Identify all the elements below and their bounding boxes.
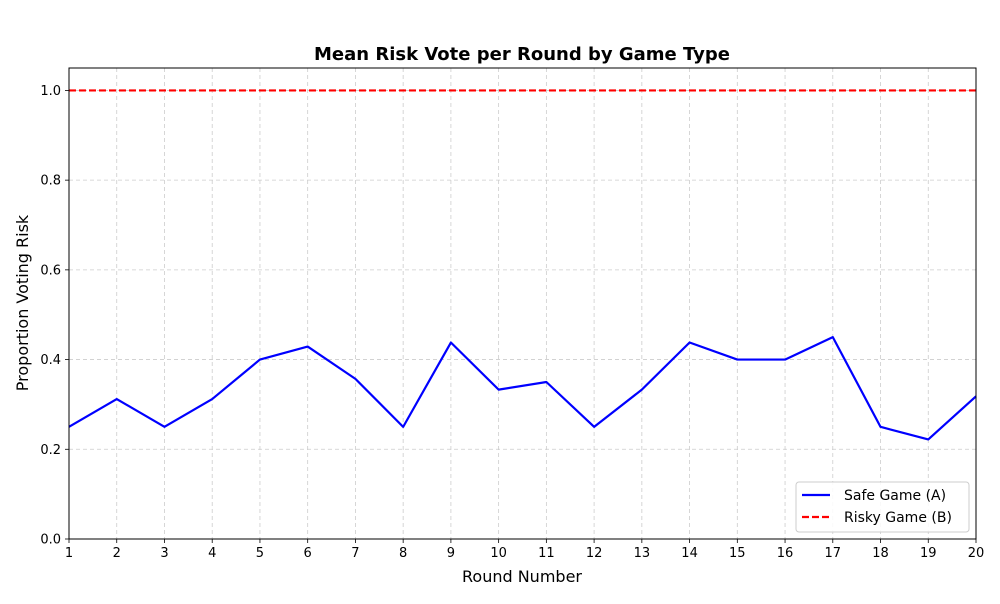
y-tick-label: 0.2 — [40, 443, 61, 458]
y-axis-label: Proportion Voting Risk — [13, 214, 32, 391]
legend-box — [795, 481, 970, 533]
x-tick-label: 4 — [208, 546, 216, 561]
x-tick-label: 2 — [113, 546, 121, 561]
y-tick-label: 1.0 — [40, 84, 61, 99]
y-axis-ticks: 0.0 0.2 0.4 0.6 0.8 1.0 — [40, 84, 69, 548]
x-tick-label: 13 — [634, 546, 651, 561]
x-tick-label: 8 — [399, 546, 407, 561]
legend-label: Safe Game (A) — [844, 488, 946, 504]
x-tick-label: 11 — [538, 546, 555, 561]
x-tick-label: 19 — [920, 546, 937, 561]
x-tick-label: 6 — [304, 546, 312, 561]
x-tick-label: 17 — [825, 546, 842, 561]
x-tick-label: 9 — [447, 546, 455, 561]
x-axis-label: Round Number — [462, 567, 582, 586]
x-tick-label: 15 — [729, 546, 746, 561]
x-tick-label: 18 — [872, 546, 889, 561]
x-tick-label: 7 — [351, 546, 359, 561]
y-tick-label: 0.8 — [40, 174, 61, 189]
series-layer — [68, 89, 977, 441]
x-tick-label: 12 — [586, 546, 603, 561]
x-tick-label: 14 — [681, 546, 698, 561]
grid-layer — [68, 68, 977, 540]
y-tick-label: 0.4 — [40, 353, 61, 368]
x-tick-label: 3 — [160, 546, 168, 561]
plot-area-border — [68, 67, 977, 540]
x-tick-label: 5 — [256, 546, 264, 561]
y-tick-label: 0.0 — [40, 533, 61, 548]
x-axis-ticks: 1 2 3 4 5 6 7 8 9 10 11 12 13 14 15 16 17 18 19 20 — [65, 539, 984, 561]
y-tick-label: 0.6 — [40, 263, 61, 278]
x-tick-label: 1 — [65, 546, 73, 561]
legend: Safe Game (A) Risky Game (B) — [795, 481, 970, 533]
x-tick-label: 20 — [968, 546, 985, 561]
legend-label: Risky Game (B) — [844, 510, 952, 526]
series-line-safe-game — [68, 336, 977, 441]
chart-title: Mean Risk Vote per Round by Game Type — [314, 44, 730, 65]
x-tick-label: 10 — [490, 546, 507, 561]
x-tick-label: 16 — [777, 546, 794, 561]
